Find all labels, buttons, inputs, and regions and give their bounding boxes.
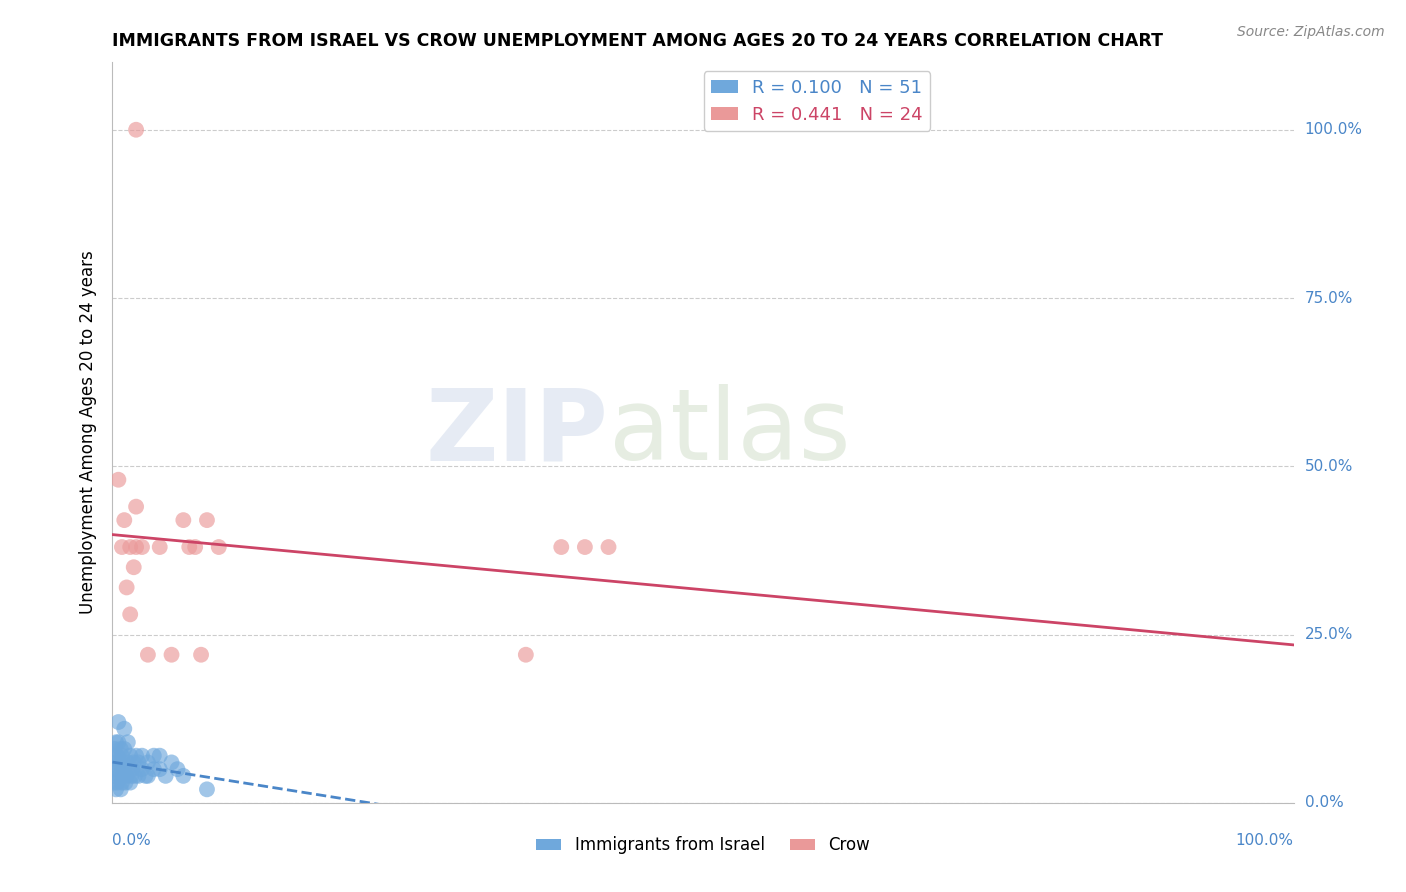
Point (124, 769, 146, 783)
Point (127, 756, 149, 770)
Text: 25.0%: 25.0% (1305, 627, 1353, 642)
Point (125, 748, 148, 763)
Point (111, 748, 134, 763)
Point (112, 742, 135, 756)
Point (101, 762, 124, 776)
Point (122, 756, 145, 770)
Point (149, 748, 172, 763)
Text: 75.0%: 75.0% (1305, 291, 1353, 305)
Point (112, 513, 135, 527)
Point (111, 775, 134, 789)
Point (122, 560, 145, 574)
Text: 50.0%: 50.0% (1305, 458, 1353, 474)
Text: Source: ZipAtlas.com: Source: ZipAtlas.com (1237, 25, 1385, 39)
Point (104, 742, 127, 756)
Point (112, 756, 135, 770)
Point (117, 756, 139, 770)
Point (107, 714, 129, 729)
Point (103, 775, 125, 789)
Point (179, 540, 201, 554)
Point (160, 648, 183, 662)
Point (155, 769, 177, 783)
Text: IMMIGRANTS FROM ISRAEL VS CROW UNEMPLOYMENT AMONG AGES 20 TO 24 YEARS CORRELATIO: IMMIGRANTS FROM ISRAEL VS CROW UNEMPLOYM… (112, 32, 1164, 50)
Point (574, 540, 596, 554)
Point (110, 782, 132, 797)
Text: ZIP: ZIP (426, 384, 609, 481)
Point (115, 581, 138, 595)
Point (121, 762, 143, 776)
Point (208, 540, 231, 554)
Point (136, 769, 159, 783)
Point (142, 748, 165, 763)
Text: 0.0%: 0.0% (1305, 796, 1343, 810)
Point (160, 756, 183, 770)
Point (103, 748, 125, 763)
Point (107, 762, 129, 776)
Point (136, 648, 159, 662)
Point (107, 735, 129, 749)
Y-axis label: Unemployment Among Ages 20 to 24 years: Unemployment Among Ages 20 to 24 years (79, 251, 97, 615)
Point (125, 122, 148, 136)
Text: 0.0%: 0.0% (112, 833, 152, 848)
Point (105, 735, 128, 749)
Point (195, 513, 218, 527)
Point (166, 762, 188, 776)
Point (105, 782, 128, 797)
Point (125, 500, 148, 514)
Point (550, 540, 572, 554)
Point (142, 762, 165, 776)
Point (149, 762, 172, 776)
Text: 100.0%: 100.0% (1236, 833, 1294, 848)
Point (120, 769, 142, 783)
Point (131, 762, 153, 776)
Point (105, 748, 128, 763)
Point (515, 648, 537, 662)
Point (108, 769, 131, 783)
Point (110, 742, 132, 756)
Point (105, 756, 128, 770)
Point (184, 540, 207, 554)
Point (125, 540, 148, 554)
Point (149, 540, 172, 554)
Point (104, 769, 127, 783)
Point (131, 748, 153, 763)
Point (107, 473, 129, 487)
Point (190, 648, 212, 662)
Point (112, 769, 135, 783)
Point (172, 769, 194, 783)
Text: atlas: atlas (609, 384, 851, 481)
Point (131, 540, 153, 554)
Point (117, 735, 139, 749)
Point (114, 775, 136, 789)
Point (120, 607, 142, 622)
Point (108, 756, 131, 770)
Point (135, 769, 157, 783)
Point (112, 722, 135, 736)
Point (112, 762, 135, 776)
Point (127, 769, 149, 783)
Text: 100.0%: 100.0% (1305, 122, 1362, 137)
Point (115, 769, 138, 783)
Point (172, 513, 194, 527)
Point (195, 782, 218, 797)
Point (105, 775, 128, 789)
Point (120, 748, 142, 763)
Point (120, 540, 142, 554)
Legend: Immigrants from Israel, Crow: Immigrants from Israel, Crow (530, 830, 876, 861)
Point (120, 775, 142, 789)
Point (111, 540, 134, 554)
Point (136, 756, 159, 770)
Point (598, 540, 620, 554)
